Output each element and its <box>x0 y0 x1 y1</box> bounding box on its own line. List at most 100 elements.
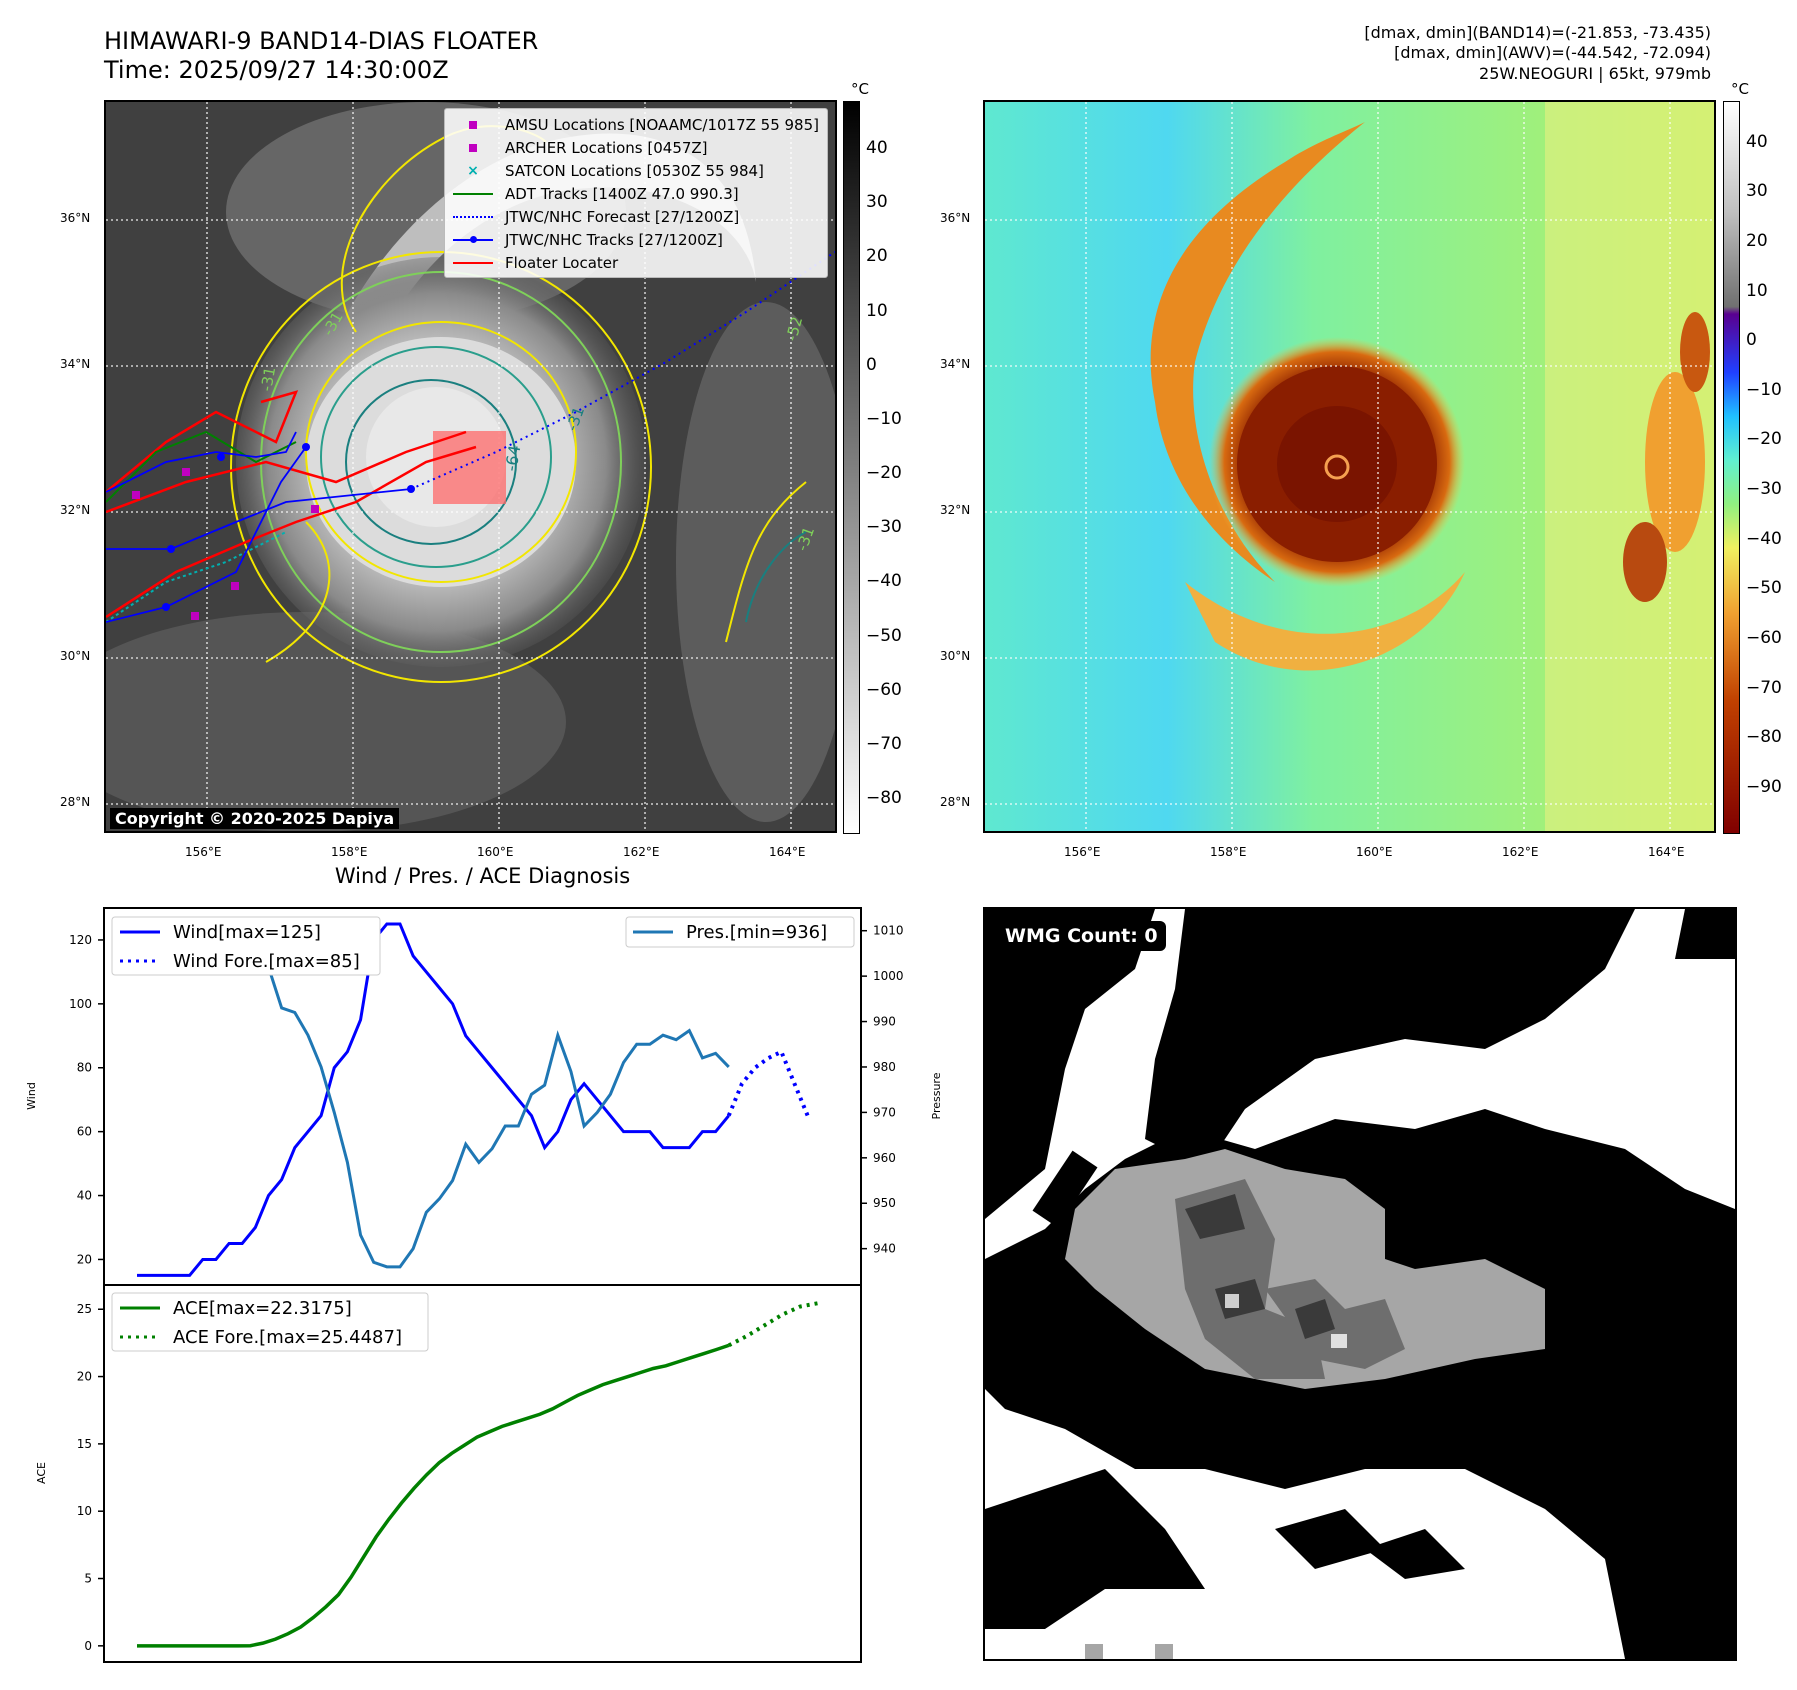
colorbar-tick-label: −50 <box>1746 578 1782 599</box>
ir-lat-label: 28°N <box>60 795 91 809</box>
wind-tick-label: 100 <box>69 997 92 1011</box>
ace-plot-frame <box>103 1284 862 1663</box>
legend-forecast: JTWC/NHC Forecast [27/1200Z] <box>453 205 819 228</box>
wind-legend <box>111 916 381 976</box>
legend-archer: ARCHER Locations [0457Z] <box>453 136 819 159</box>
colorbar-tick-label: −30 <box>866 517 902 538</box>
colorbar-tick-label: −60 <box>866 679 902 700</box>
ir-lon-label: 162°E <box>623 845 660 859</box>
ir-map-panel: -64 -31 -31 -31 -31 -52 <box>104 100 837 833</box>
legend-satcon: × SATCON Locations [0530Z 55 984] <box>453 159 819 182</box>
wind-series-line <box>137 922 730 1277</box>
pressure-tick-label: 990 <box>873 1015 896 1029</box>
colorbar-tick-label: −40 <box>1746 528 1782 549</box>
colorbar-tick-label: −20 <box>1746 429 1782 450</box>
pressure-legend <box>625 916 855 948</box>
wv-lon-label: 156°E <box>1064 845 1101 859</box>
wind-tick-label: 20 <box>77 1252 92 1266</box>
wmg-panel: WMG Count: 0 <box>983 907 1737 1661</box>
legend-tracks: JTWC/NHC Tracks [27/1200Z] <box>453 228 819 251</box>
wmg-image <box>985 909 1735 1659</box>
ir-lat-label: 30°N <box>60 649 91 663</box>
wind-tick-label: 80 <box>77 1061 92 1075</box>
colorbar-tick-label: −60 <box>1746 627 1782 648</box>
ir-lon-label: 164°E <box>769 845 806 859</box>
wv-lat-label: 32°N <box>940 503 971 517</box>
colorbar-tick-label: −70 <box>866 733 902 754</box>
colorbar-tick-label: 40 <box>866 138 888 159</box>
colorbar-tick-label: 0 <box>866 354 877 375</box>
pressure-tick-label: 970 <box>873 1105 896 1119</box>
legend-wind-fore: Wind Fore.[max=85] <box>173 951 360 972</box>
info-band14: [dmax, dmin](BAND14)=(-21.853, -73.435) <box>1364 23 1711 42</box>
pressure-tick-label: 940 <box>873 1242 896 1256</box>
colorbar-tick-label: 20 <box>866 246 888 267</box>
legend-wind: Wind[max=125] <box>173 922 321 943</box>
colorbar-tick-label: 30 <box>1746 181 1768 202</box>
colorbar-tick-label: −10 <box>1746 379 1782 400</box>
wv-lon-label: 162°E <box>1502 845 1539 859</box>
ace-tick-label: 15 <box>77 1437 92 1451</box>
square-marker-icon <box>453 142 493 154</box>
diagnosis-title: Wind / Pres. / ACE Diagnosis <box>334 864 631 888</box>
ace-tick-label: 25 <box>77 1302 92 1316</box>
pressure-tick-label: 980 <box>873 1060 896 1074</box>
colorbar-tick-label: −40 <box>866 571 902 592</box>
colorbar-tick-label: −10 <box>866 408 902 429</box>
ir-colorbar <box>843 101 860 834</box>
figure-time: Time: 2025/09/27 14:30:00Z <box>104 56 449 84</box>
ace-plot: 0 5 10 15 20 25 <box>77 1301 819 1653</box>
colorbar-tick-label: −80 <box>866 788 902 809</box>
legend-ace: ACE[max=22.3175] <box>173 1298 352 1319</box>
copyright-label: Copyright © 2020-2025 Dapiya <box>110 808 400 829</box>
contour-label-64: -64 <box>501 444 524 473</box>
info-awv: [dmax, dmin](AWV)=(-44.542, -72.094) <box>1394 43 1711 62</box>
wv-lon-label: 164°E <box>1648 845 1685 859</box>
wind-tick-label: 120 <box>69 933 92 947</box>
dotted-line-icon <box>453 211 493 223</box>
legend-floater: Floater Locater <box>453 251 819 274</box>
pressure-tick-label: 950 <box>873 1196 896 1210</box>
diagnosis-chart: 2040608010012094095096097098099010001010… <box>25 907 943 1663</box>
ace-tick-label: 10 <box>77 1504 92 1518</box>
colorbar-tick-label: 10 <box>866 300 888 321</box>
ir-lat-label: 32°N <box>60 503 91 517</box>
ir-colorbar-unit: °C <box>851 80 869 98</box>
colorbar-tick-label: −80 <box>1746 727 1782 748</box>
wind-forecast-line <box>726 1049 810 1117</box>
colorbar-tick-label: 0 <box>1746 330 1757 351</box>
pressure-axis-label: Pressure <box>930 1072 943 1119</box>
legend-adt: ADT Tracks [1400Z 47.0 990.3] <box>453 182 819 205</box>
ace-forecast-line <box>727 1301 819 1348</box>
legend-ace-fore: ACE Fore.[max=25.4487] <box>173 1327 402 1348</box>
pressure-tick-label: 1010 <box>873 924 904 938</box>
ace-axis-label: ACE <box>35 1462 48 1484</box>
colorbar-tick-label: −70 <box>1746 677 1782 698</box>
wv-map-image <box>985 102 1714 831</box>
ace-tick-label: 5 <box>84 1572 92 1586</box>
ir-map-legend: AMSU Locations [NOAAMC/1017Z 55 985] ARC… <box>444 108 828 278</box>
line-icon <box>453 257 493 269</box>
wind-tick-label: 60 <box>77 1125 92 1139</box>
colorbar-tick-label: 20 <box>1746 230 1768 251</box>
wv-lon-label: 158°E <box>1210 845 1247 859</box>
info-storm: 25W.NEOGURI | 65kt, 979mb <box>1479 64 1711 83</box>
pressure-tick-label: 960 <box>873 1151 896 1165</box>
legend-pres: Pres.[min=936] <box>686 922 827 943</box>
ir-lat-label: 34°N <box>60 357 91 371</box>
colorbar-tick-label: −50 <box>866 625 902 646</box>
contour-label-31b: -31 <box>257 365 279 392</box>
ir-lat-label: 36°N <box>60 211 91 225</box>
ace-tick-label: 0 <box>84 1639 92 1653</box>
ir-lon-label: 160°E <box>477 845 514 859</box>
line-dot-icon <box>453 234 493 246</box>
wv-colorbar-unit: °C <box>1731 80 1749 98</box>
wind-tick-label: 40 <box>77 1189 92 1203</box>
wind-axis-label: Wind <box>25 1082 38 1110</box>
contour-label-52: -52 <box>782 315 806 343</box>
wv-lat-label: 34°N <box>940 357 971 371</box>
colorbar-tick-label: 30 <box>866 192 888 213</box>
figure-title: HIMAWARI-9 BAND14-DIAS FLOATER <box>104 27 539 55</box>
legend-amsu: AMSU Locations [NOAAMC/1017Z 55 985] <box>453 113 819 136</box>
wv-lat-label: 28°N <box>940 795 971 809</box>
